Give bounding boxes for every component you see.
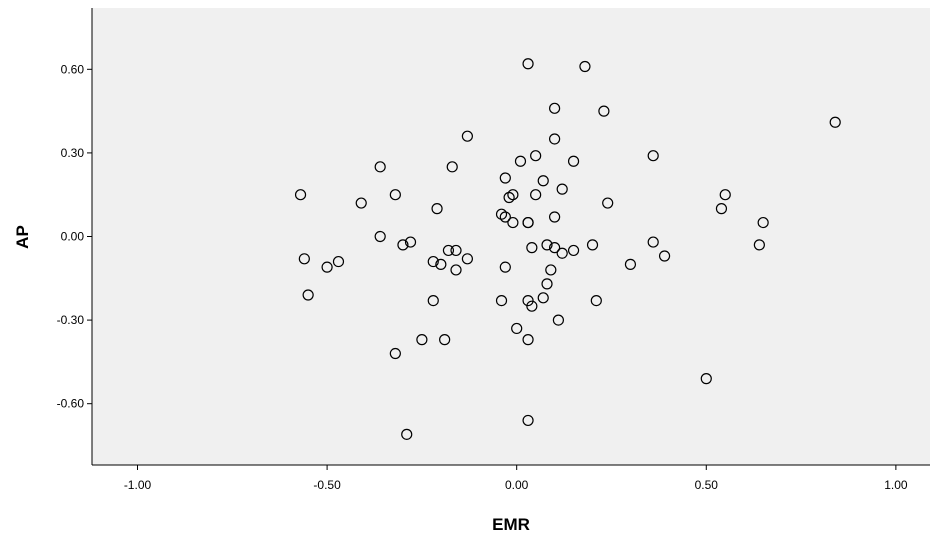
x-axis-title: EMR [492, 515, 530, 534]
scatter-point [658, 250, 671, 262]
scatter-point [503, 191, 515, 204]
scatter-point [647, 236, 659, 248]
x-tick-label: -0.50 [313, 478, 341, 492]
scatter-point [549, 242, 561, 254]
scatter-point [461, 253, 473, 265]
scatter-point [556, 183, 568, 195]
scatter-point [757, 216, 769, 229]
scatter-point [522, 58, 534, 70]
scatter-point [439, 334, 451, 346]
scatter-point [549, 211, 561, 223]
scatter-point [302, 289, 314, 301]
scatter-point [355, 197, 367, 209]
x-tick-label: -1.00 [124, 478, 152, 492]
scatter-point [389, 189, 401, 201]
x-tick-label: 1.00 [884, 478, 908, 492]
scatter-point [442, 244, 455, 257]
scatter-point [719, 189, 731, 201]
scatter-point [294, 189, 307, 201]
y-tick-label: 0.60 [61, 62, 85, 76]
scatter-point [427, 294, 439, 307]
points-layer [294, 58, 841, 440]
x-axis-ticks: -1.00 -0.50 0.00 0.50 1.00 [124, 465, 908, 492]
scatter-point [522, 334, 534, 346]
scatter-point [495, 208, 508, 220]
scatter-point [499, 261, 511, 273]
scatter-point [374, 161, 386, 173]
scatter-point [499, 172, 511, 184]
scatter-point [431, 203, 443, 215]
y-axis-ticks: -0.60 -0.30 0.00 0.30 0.60 [57, 62, 92, 411]
y-tick-label: -0.60 [57, 397, 85, 411]
scatter-point [332, 255, 345, 268]
y-tick-label: -0.30 [57, 313, 85, 327]
scatter-point [829, 116, 841, 128]
scatter-point [598, 105, 610, 117]
scatter-point [446, 161, 458, 173]
scatter-point [549, 133, 561, 145]
scatter-point [624, 258, 637, 270]
scatter-point [715, 203, 728, 215]
scatter-point [552, 314, 564, 326]
scatter-point [753, 239, 765, 251]
scatter-point [579, 60, 591, 73]
scatter-point [556, 247, 568, 259]
y-axis-title: AP [13, 225, 32, 249]
scatter-point [530, 189, 542, 201]
scatter-point [522, 414, 534, 427]
scatter-point [590, 294, 602, 307]
scatter-point [374, 230, 386, 243]
scatter-point [404, 236, 417, 248]
scatter-point [507, 189, 519, 201]
scatter-point [511, 322, 523, 335]
scatter-point [435, 258, 447, 270]
scatter-point [526, 300, 538, 312]
scatter-point [450, 244, 462, 257]
scatter-point [522, 294, 534, 307]
scatter-point [298, 253, 310, 265]
scatter-point [700, 373, 712, 385]
scatter-point [526, 242, 538, 254]
scatter-point [389, 347, 401, 360]
scatter-point [567, 244, 580, 257]
scatter-point [499, 211, 511, 223]
scatter-point [397, 239, 409, 251]
scatter-point [541, 278, 553, 290]
scatter-point [321, 261, 333, 273]
x-tick-label: 0.00 [505, 478, 529, 492]
plot-area [92, 8, 930, 465]
scatter-point [647, 150, 659, 162]
scatter-point [530, 150, 542, 162]
scatter-point [416, 334, 428, 346]
scatter-point [541, 239, 553, 251]
scatter-point [450, 264, 462, 276]
scatter-point [537, 292, 549, 304]
scatter-point [514, 155, 527, 167]
scatter-point [401, 428, 413, 440]
scatter-point [461, 130, 473, 142]
y-tick-label: 0.00 [61, 230, 85, 244]
scatter-point [522, 216, 534, 229]
y-tick-label: 0.30 [61, 146, 85, 160]
scatter-point [549, 102, 561, 114]
scatter-point [586, 239, 599, 251]
x-tick-label: 0.50 [695, 478, 719, 492]
scatter-point [545, 264, 557, 276]
scatter-point [567, 155, 580, 167]
scatter-point [507, 216, 519, 229]
scatter-point [495, 294, 508, 307]
scatter-point [537, 175, 549, 187]
scatter-point [427, 255, 439, 268]
scatter-point [602, 197, 614, 209]
